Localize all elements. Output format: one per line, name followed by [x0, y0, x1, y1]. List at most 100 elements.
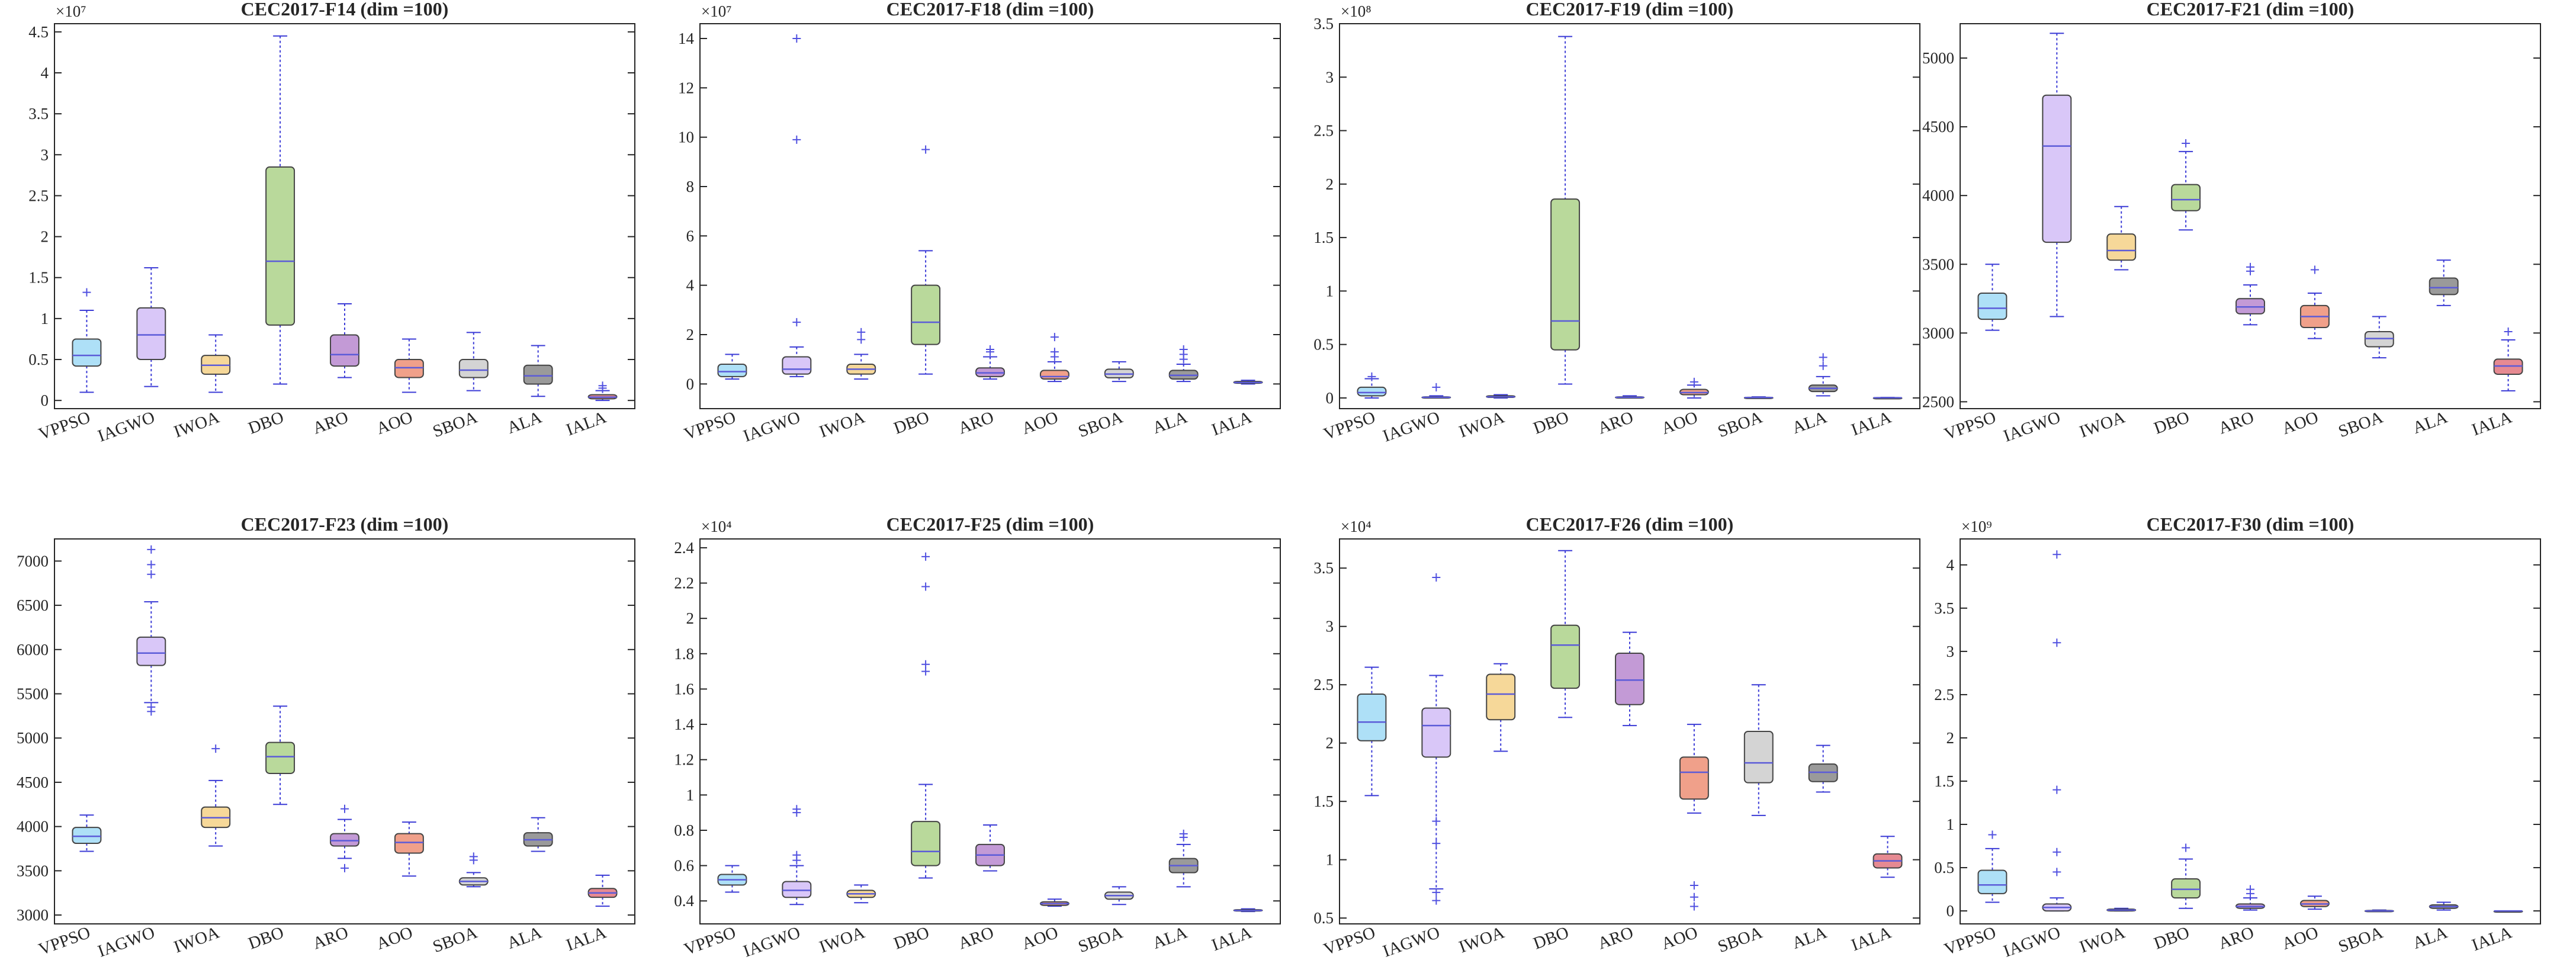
y-tick-label: 5000: [1922, 49, 1954, 67]
box-sboa: [1743, 684, 1774, 816]
outlier-marker: [147, 702, 156, 711]
y-tick-label: 1.8: [674, 645, 694, 663]
y-tick-label: 0: [686, 375, 695, 393]
x-tick-label: ALA: [1150, 407, 1190, 437]
iqr-box: [265, 741, 295, 774]
axes-frame: [1339, 538, 1920, 924]
iqr-box: [458, 359, 489, 378]
chart-title: CEC2017-F21 (dim =100): [2147, 0, 2355, 20]
axes-frame: [1960, 538, 2541, 924]
box-dbo: [911, 145, 941, 375]
x-tick-label: VPPSO: [1942, 923, 1999, 959]
iqr-box: [1550, 198, 1581, 351]
x-tick-label: ALA: [1790, 923, 1829, 952]
outlier-marker: [341, 863, 349, 872]
box-aro: [330, 804, 359, 872]
x-tick-label: ALA: [505, 407, 544, 437]
x-tick-label: IAGWO: [2001, 923, 2063, 961]
outlier-marker: [792, 135, 801, 144]
y-tick-label: 1: [1947, 816, 1955, 833]
iqr-box: [136, 307, 166, 361]
outlier-marker: [1050, 348, 1059, 357]
x-tick-label: IWOA: [1457, 923, 1507, 956]
x-tick-label: IWOA: [817, 407, 868, 441]
x-tick-label: IWOA: [172, 407, 222, 441]
y-tick-label: 2.5: [1934, 686, 1954, 704]
x-tick-label: ALA: [1790, 407, 1829, 437]
box-sboa: [2364, 316, 2394, 359]
box-vppso: [1357, 666, 1387, 797]
outlier-marker: [147, 560, 156, 569]
box-vppso: [72, 814, 102, 852]
y-tick-label: 1: [686, 786, 695, 804]
box-vppso: [1357, 372, 1387, 399]
box-vppso: [1977, 264, 2008, 331]
axis-exponent: ×10⁴: [1341, 518, 1371, 535]
y-tick-label: 2.2: [674, 574, 694, 592]
outlier-marker: [598, 381, 607, 390]
y-tick-label: 7000: [17, 552, 49, 570]
box-sboa: [1743, 396, 1774, 399]
outlier-marker: [147, 545, 156, 554]
box-dbo: [2171, 139, 2201, 231]
y-tick-label: 0.5: [1313, 909, 1334, 927]
iqr-box: [911, 821, 941, 866]
y-tick-label: 4000: [1922, 187, 1954, 204]
y-tick-label: 1.5: [1313, 229, 1334, 246]
y-tick-label: 0.5: [28, 351, 49, 368]
outlier-marker: [921, 552, 930, 561]
x-tick-label: IAGWO: [1380, 408, 1443, 446]
box-iwoa: [1486, 663, 1516, 752]
x-tick-label: VPPSO: [1321, 408, 1378, 444]
outlier-marker: [1179, 345, 1188, 354]
outlier-marker: [2182, 843, 2190, 852]
y-tick-label: 2: [686, 326, 695, 343]
box-iagwo: [136, 267, 166, 387]
iqr-box: [1615, 653, 1644, 705]
chart-title: CEC2017-F26 (dim =100): [1526, 513, 1734, 535]
chart-title: CEC2017-F19 (dim =100): [1526, 0, 1734, 20]
y-tick-label: 2: [1947, 729, 1955, 747]
y-tick-label: 3: [1947, 643, 1955, 660]
box-aro: [975, 824, 1005, 872]
box-iwoa: [846, 328, 876, 380]
x-tick-label: IALA: [564, 923, 609, 955]
iqr-box: [2171, 184, 2201, 211]
chart-panel: CEC2017-F18 (dim =100) ×10⁷ 0 2 4 6 8 10 12 14 VPP…: [678, 0, 1281, 446]
box-ala: [1168, 345, 1199, 383]
box-aro: [1615, 395, 1644, 399]
box-aro: [2235, 262, 2265, 326]
box-aro: [975, 345, 1005, 380]
x-tick-label: SBOA: [1076, 923, 1126, 956]
outlier-marker: [2053, 868, 2061, 877]
iqr-box: [72, 827, 102, 845]
outlier-marker: [1367, 372, 1376, 381]
x-tick-label: ARO: [2216, 923, 2256, 953]
iqr-box: [394, 359, 424, 378]
axes-frame: [699, 538, 1281, 924]
y-tick-label: 6: [686, 227, 695, 245]
chart-title: CEC2017-F30 (dim =100): [2147, 513, 2355, 535]
outlier-marker: [1690, 377, 1698, 386]
box-aoo: [394, 338, 424, 393]
box-aoo: [2299, 265, 2330, 339]
box-vppso: [72, 288, 102, 393]
box-aoo: [1039, 333, 1069, 383]
x-tick-label: VPPSO: [1942, 408, 1999, 444]
y-tick-label: 10: [678, 129, 694, 146]
iqr-box: [72, 338, 102, 367]
x-tick-label: ALA: [505, 923, 544, 952]
iqr-box: [1550, 624, 1581, 689]
x-tick-label: SBOA: [1076, 407, 1126, 441]
x-tick-label: IWOA: [2077, 407, 2128, 441]
box-dbo: [1550, 550, 1581, 718]
y-tick-label: 2.5: [1313, 676, 1334, 694]
x-tick-label: IALA: [1209, 407, 1254, 439]
y-tick-label: 0.6: [674, 857, 694, 875]
x-tick-label: IALA: [1849, 923, 1894, 955]
box-aoo: [1679, 377, 1709, 399]
box-iwoa: [201, 334, 231, 393]
outlier-marker: [1050, 333, 1059, 342]
y-tick-label: 4500: [1922, 118, 1954, 136]
outlier-marker: [986, 345, 994, 354]
